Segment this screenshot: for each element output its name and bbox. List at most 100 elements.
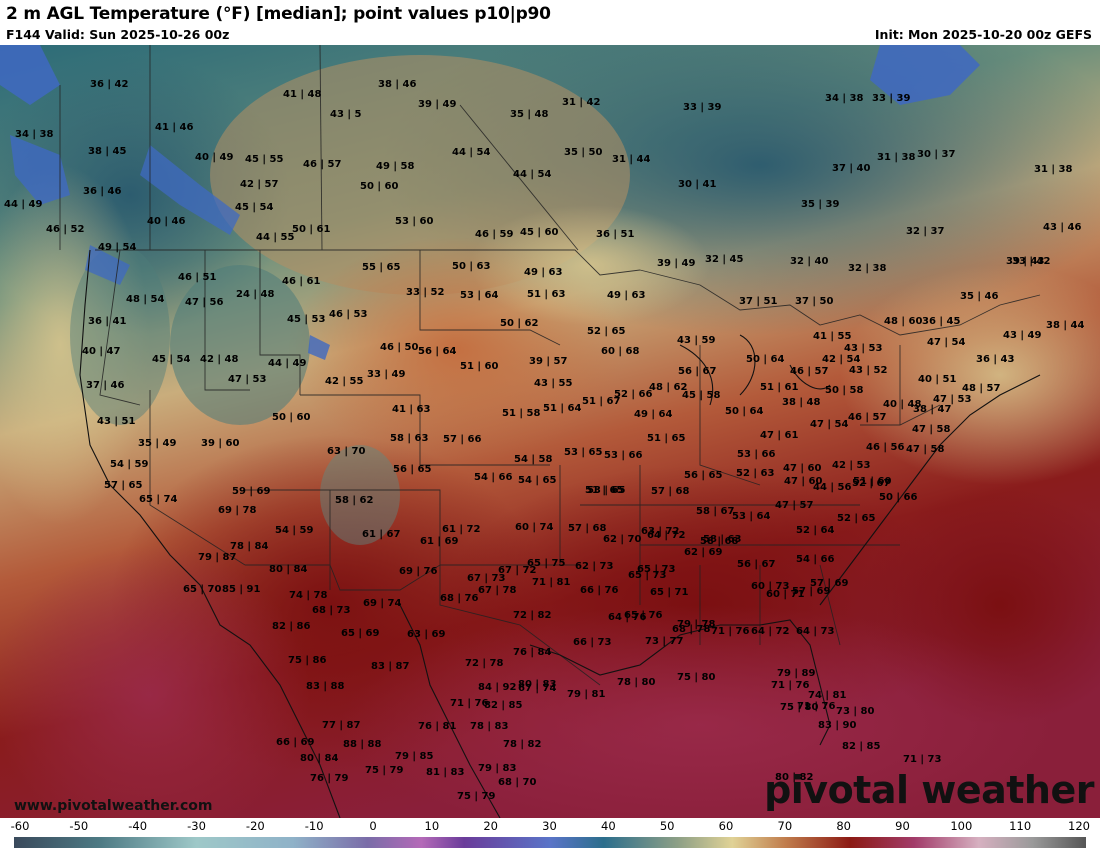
colorbar-tick: 110 bbox=[1009, 819, 1032, 833]
point-value-label: 54 | 65 bbox=[518, 475, 557, 486]
point-value-label: 52 | 65 bbox=[837, 513, 876, 524]
point-value-label: 36 | 42 bbox=[90, 79, 129, 90]
point-value-label: 64 | 76 bbox=[608, 612, 647, 623]
colorbar-tick: 80 bbox=[836, 819, 851, 833]
point-value-label: 46 | 59 bbox=[475, 229, 514, 240]
point-value-label: 52 | 64 bbox=[796, 525, 835, 536]
point-value-label: 50 | 60 bbox=[360, 181, 399, 192]
point-value-label: 65 | 73 bbox=[637, 564, 676, 575]
point-value-label: 38 | 48 bbox=[782, 397, 821, 408]
point-value-label: 39 | 49 bbox=[418, 99, 457, 110]
point-value-label: 69 | 78 bbox=[218, 505, 257, 516]
point-value-label: 68 | 73 bbox=[312, 605, 351, 616]
point-value-label: 47 | 60 bbox=[784, 476, 823, 487]
point-value-label: 53 | 66 bbox=[737, 449, 776, 460]
point-value-label: 79 | 89 bbox=[777, 668, 816, 679]
map-title: 2 m AGL Temperature (°F) [median]; point… bbox=[6, 4, 551, 24]
point-value-label: 67 | 74 bbox=[518, 683, 557, 694]
point-value-label: 68 | 76 bbox=[440, 593, 479, 604]
point-value-label: 51 | 60 bbox=[853, 476, 892, 487]
point-value-label: 58 | 62 bbox=[335, 495, 374, 506]
point-value-label: 31 | 38 bbox=[1034, 164, 1073, 175]
point-value-label: 43 | 55 bbox=[534, 378, 573, 389]
point-value-label: 45 | 54 bbox=[152, 354, 191, 365]
point-value-label: 61 | 72 bbox=[442, 524, 481, 535]
point-value-label: 75 | 80 bbox=[677, 672, 716, 683]
point-value-label: 78 | 82 bbox=[503, 739, 542, 750]
colorbar-gradient bbox=[14, 837, 1086, 848]
point-value-label: 51 | 60 bbox=[460, 361, 499, 372]
point-value-label: 80 | 82 bbox=[775, 772, 814, 783]
point-value-label: 36 | 51 bbox=[596, 229, 635, 240]
point-value-label: 59 | 69 bbox=[232, 486, 271, 497]
point-value-label: 76 | 79 bbox=[310, 773, 349, 784]
point-value-label: 54 | 66 bbox=[796, 554, 835, 565]
point-value-label: 48 | 54 bbox=[126, 294, 165, 305]
point-value-label: 71 | 76 bbox=[771, 680, 810, 691]
point-value-label: 47 | 57 bbox=[775, 500, 814, 511]
point-value-label: 72 | 82 bbox=[513, 610, 552, 621]
point-value-label: 45 | 55 bbox=[245, 154, 284, 165]
colorbar-tick: 10 bbox=[424, 819, 440, 833]
site-url[interactable]: www.pivotalweather.com bbox=[14, 798, 213, 814]
point-value-label: 46 | 50 bbox=[380, 342, 419, 353]
point-value-label: 51 | 67 bbox=[582, 396, 621, 407]
point-value-label: 68 | 78 bbox=[672, 624, 711, 635]
point-value-label: 65 | 75 bbox=[527, 558, 566, 569]
point-value-label: 62 | 69 bbox=[684, 547, 723, 558]
point-value-label: 71 | 76 bbox=[450, 698, 489, 709]
point-value-label: 50 | 62 bbox=[500, 318, 539, 329]
point-value-label: 60 | 68 bbox=[601, 346, 640, 357]
point-value-label: 85 | 91 bbox=[222, 584, 261, 595]
point-value-label: 82 | 85 bbox=[842, 741, 881, 752]
point-value-label: 43 | 5 bbox=[330, 109, 362, 120]
point-value-label: 56 | 67 bbox=[678, 366, 717, 377]
point-value-label: 58 | 68 bbox=[700, 536, 739, 547]
point-value-label: 41 | 48 bbox=[283, 89, 322, 100]
point-value-label: 61 | 67 bbox=[362, 529, 401, 540]
point-value-label: 60 | 71 bbox=[766, 589, 805, 600]
point-value-label: 67 | 78 bbox=[478, 585, 517, 596]
point-value-label: 88 | 88 bbox=[343, 739, 382, 750]
point-value-label: 46 | 52 bbox=[46, 224, 85, 235]
point-value-label: 47 | 58 bbox=[906, 444, 945, 455]
point-value-label: 65 | 70 bbox=[183, 584, 222, 595]
point-value-label: 79 | 85 bbox=[395, 751, 434, 762]
point-value-label: 76 | 84 bbox=[513, 647, 552, 658]
point-value-label: 71 | 73 bbox=[903, 754, 942, 765]
point-value-label: 43 | 49 bbox=[1003, 330, 1042, 341]
point-value-label: 38 | 45 bbox=[88, 146, 127, 157]
point-value-label: 75 | 80 bbox=[780, 702, 819, 713]
colorbar-tick: 50 bbox=[659, 819, 675, 833]
point-value-label: 45 | 58 bbox=[682, 390, 721, 401]
point-value-label: 48 | 57 bbox=[962, 383, 1001, 394]
point-value-label: 46 | 57 bbox=[303, 159, 342, 170]
point-value-label: 47 | 53 bbox=[933, 394, 972, 405]
point-value-label: 83 | 88 bbox=[306, 681, 345, 692]
point-value-label: 33 | 39 bbox=[872, 93, 911, 104]
point-value-label: 49 | 58 bbox=[376, 161, 415, 172]
point-value-label: 35 | 50 bbox=[564, 147, 603, 158]
point-value-label: 50 | 58 bbox=[825, 385, 864, 396]
point-value-label: 42 | 55 bbox=[325, 376, 364, 387]
point-value-label: 64 | 73 bbox=[796, 626, 835, 637]
colorbar: -60 -50 -40 -30 -20 -10 0 10 20 30 40 50 60 70 80 90 100… bbox=[0, 818, 1100, 850]
colorbar-tick: 70 bbox=[777, 819, 793, 833]
point-value-label: 45 | 60 bbox=[520, 227, 559, 238]
temperature-map: 36 | 42 41 | 48 38 | 46 39 | 49 31 | 42 33 | … bbox=[0, 45, 1100, 818]
point-value-label: 50 | 64 bbox=[725, 406, 764, 417]
point-value-label: 47 | 61 bbox=[760, 430, 799, 441]
point-value-label: 53 | 65 bbox=[564, 447, 603, 458]
point-value-label: 79 | 81 bbox=[567, 689, 606, 700]
point-value-label: 35 | 46 bbox=[960, 291, 999, 302]
colorbar-tick: -30 bbox=[187, 819, 206, 833]
point-value-label: 50 | 63 bbox=[452, 261, 491, 272]
point-value-label: 41 | 63 bbox=[392, 404, 431, 415]
point-value-label: 48 | 60 bbox=[884, 316, 923, 327]
point-value-label: 37 | 40 bbox=[832, 163, 871, 174]
point-value-label: 65 | 71 bbox=[650, 587, 689, 598]
point-value-label: 47 | 54 bbox=[810, 419, 849, 430]
point-value-label: 33 | 42 bbox=[1012, 256, 1051, 267]
point-value-label: 44 | 54 bbox=[513, 169, 552, 180]
point-value-label: 47 | 56 bbox=[185, 297, 224, 308]
